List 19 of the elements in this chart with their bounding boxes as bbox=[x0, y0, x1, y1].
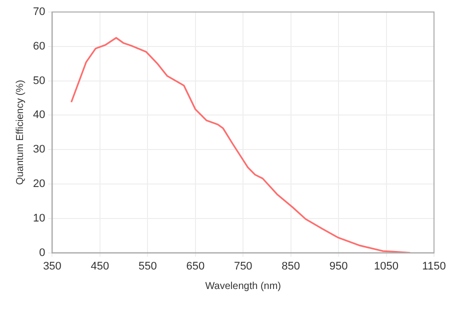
y-tick-label: 70 bbox=[32, 6, 46, 18]
x-tick-label: 1150 bbox=[422, 260, 446, 272]
x-tick-label: 550 bbox=[138, 260, 157, 272]
x-axis-title: Wavelength (nm) bbox=[205, 280, 282, 292]
y-tick-label: 40 bbox=[32, 109, 46, 122]
x-tick-label: 650 bbox=[186, 260, 205, 272]
y-tick-label: 10 bbox=[32, 212, 46, 224]
x-tick-label: 350 bbox=[43, 260, 62, 272]
y-tick-label: 50 bbox=[32, 74, 46, 87]
x-tick-label: 1050 bbox=[374, 260, 399, 272]
y-tick-label: 30 bbox=[32, 144, 46, 156]
x-tick-label: 750 bbox=[234, 260, 252, 272]
x-tick-label: 850 bbox=[282, 260, 300, 272]
y-tick-label: 20 bbox=[32, 178, 46, 190]
y-tick-label: 0 bbox=[39, 246, 46, 259]
y-tick-label: 60 bbox=[32, 40, 46, 52]
x-tick-label: 950 bbox=[329, 260, 348, 272]
x-tick-label: 450 bbox=[90, 260, 110, 272]
y-axis-title: Quantum Efficiency (%) bbox=[14, 80, 26, 185]
